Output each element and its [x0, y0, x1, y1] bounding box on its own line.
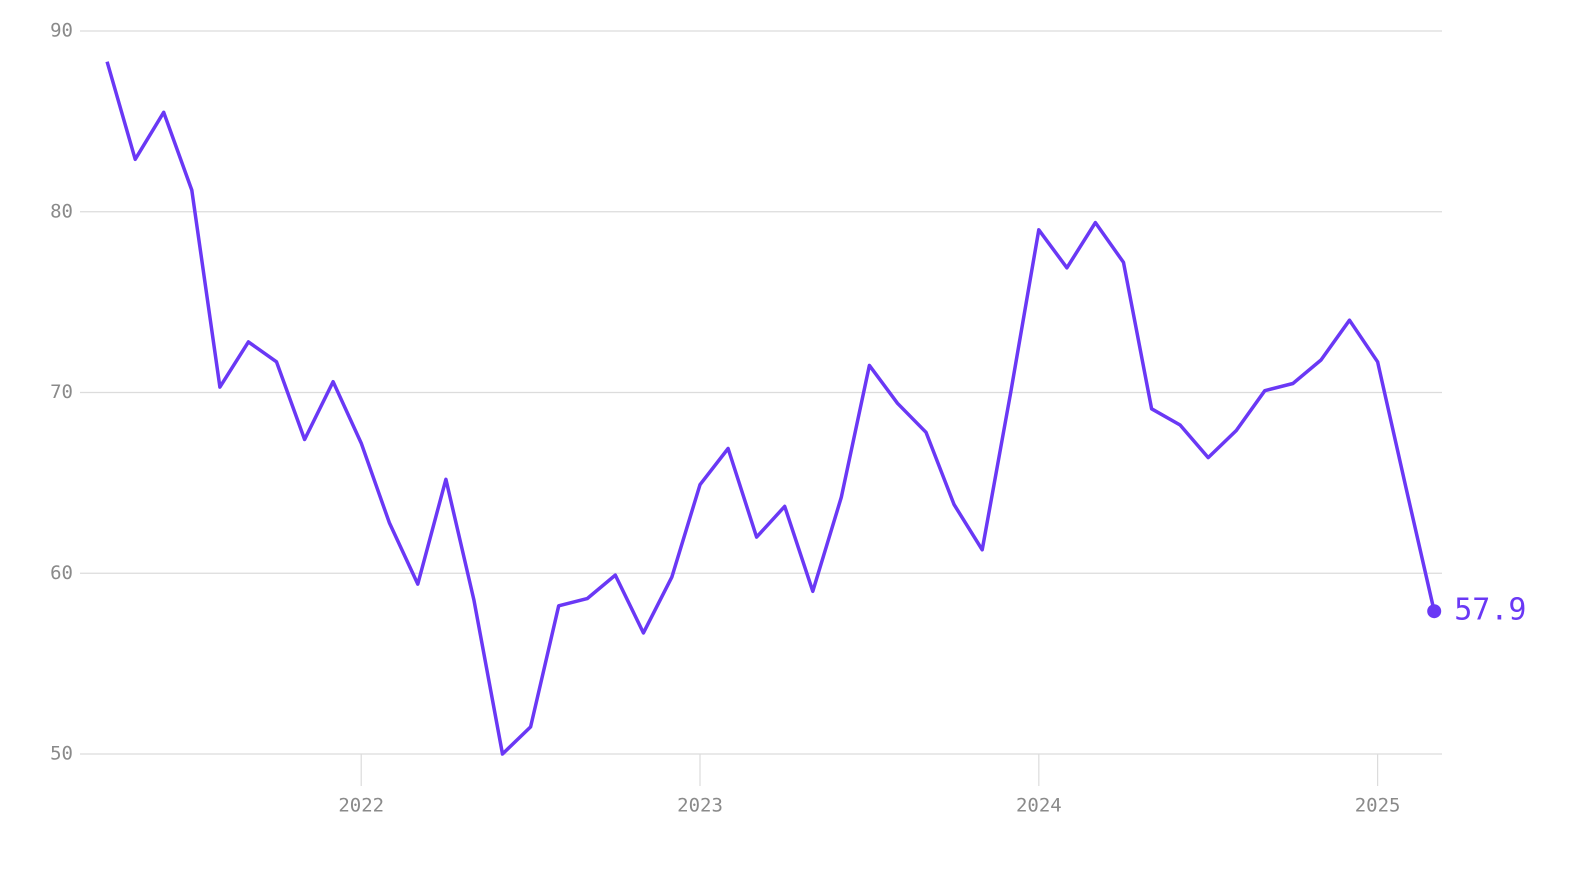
y-tick-label: 90 [50, 20, 73, 42]
line [105, 61, 1436, 756]
y-tick-label: 80 [50, 200, 73, 222]
x-tick-label: 2024 [1016, 795, 1062, 817]
y-tick-label: 70 [50, 381, 73, 403]
y-tick-label: 60 [50, 562, 73, 584]
x-tick-label: 2025 [1355, 795, 1401, 817]
x-tick-label: 2023 [677, 795, 723, 817]
end-label: 57.9 [1454, 593, 1526, 628]
x-tick-label: 2022 [338, 795, 384, 817]
end-point [1427, 604, 1442, 619]
y-tick-label: 50 [50, 743, 73, 765]
